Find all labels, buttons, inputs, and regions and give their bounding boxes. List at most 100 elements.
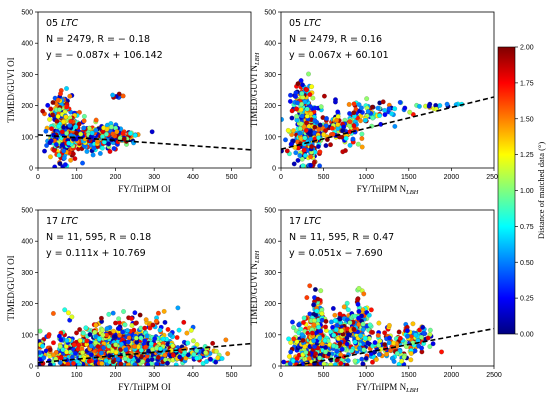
data-point — [61, 155, 67, 161]
data-point — [51, 147, 57, 153]
data-point — [328, 362, 334, 366]
data-point — [84, 338, 90, 344]
data-point — [57, 360, 63, 366]
data-point — [330, 324, 336, 330]
data-point — [194, 342, 200, 348]
data-point — [302, 153, 308, 158]
data-point — [65, 361, 71, 366]
data-point — [387, 335, 393, 341]
data-point — [285, 127, 291, 133]
regression-line — [38, 342, 251, 364]
data-point — [137, 312, 143, 318]
colorbar-tick-label: 1.25 — [520, 152, 534, 159]
stats-annotation: N = 11, 595, R = 0.18 — [46, 232, 151, 243]
data-point — [110, 359, 116, 365]
data-point — [176, 327, 182, 333]
data-point — [309, 84, 315, 90]
y-tick-label: 100 — [264, 332, 276, 339]
data-point — [116, 316, 122, 322]
data-point — [343, 135, 349, 141]
data-point — [360, 321, 366, 327]
data-point — [373, 357, 379, 362]
data-point — [96, 336, 102, 342]
data-point — [74, 130, 80, 136]
data-point — [316, 127, 322, 133]
data-point — [70, 151, 76, 157]
data-point — [349, 348, 355, 354]
ltc-annotation: 17 LTC — [46, 216, 79, 227]
data-point — [61, 148, 67, 154]
data-point — [114, 129, 120, 135]
data-point — [177, 354, 183, 360]
data-point — [41, 355, 47, 361]
data-point — [355, 301, 361, 307]
data-point — [318, 288, 324, 294]
data-point — [119, 341, 124, 347]
data-point — [287, 98, 293, 104]
data-point — [67, 93, 73, 99]
y-tick-label: 100 — [264, 134, 276, 141]
data-point — [203, 350, 209, 356]
data-point — [361, 291, 367, 297]
data-point — [291, 325, 296, 330]
data-point — [396, 329, 402, 335]
data-point — [194, 355, 200, 361]
data-point — [112, 334, 118, 340]
chart-panel-bottom-left: 0 100 200 300 400 500 0 100 200 300 400 500 FY/TriIP… — [6, 208, 252, 392]
data-point — [132, 132, 138, 138]
x-tick-label: 100 — [71, 174, 83, 181]
data-point — [149, 357, 155, 362]
data-point — [302, 344, 308, 350]
data-point — [173, 362, 179, 366]
scatter-points — [38, 305, 231, 366]
data-point — [107, 149, 113, 154]
data-point — [306, 355, 312, 361]
data-point — [388, 348, 394, 353]
data-point — [98, 350, 104, 356]
data-point — [335, 122, 341, 128]
data-point — [113, 349, 119, 355]
data-point — [312, 287, 318, 292]
data-point — [313, 351, 319, 357]
data-point — [347, 123, 353, 129]
data-point — [359, 131, 365, 137]
data-point — [312, 105, 318, 111]
data-point — [133, 335, 139, 341]
x-axis-label: FY/TriIPM OI — [118, 184, 170, 194]
data-point — [72, 156, 78, 162]
stats-annotation: N = 2479, R = − 0.18 — [46, 34, 150, 45]
data-point — [321, 132, 327, 138]
data-point — [88, 343, 94, 349]
ltc-annotation: 17 LTC — [289, 216, 322, 227]
data-point — [60, 347, 66, 353]
data-point — [359, 136, 365, 141]
data-point — [312, 344, 318, 349]
data-point — [121, 136, 127, 142]
data-point — [309, 330, 315, 336]
data-point — [143, 344, 149, 350]
data-point — [145, 362, 151, 366]
data-point — [147, 325, 153, 331]
data-point — [106, 141, 112, 147]
data-point — [389, 111, 395, 117]
data-point — [51, 352, 56, 358]
data-point — [59, 129, 65, 135]
data-point — [339, 346, 345, 352]
x-tick-label: 400 — [187, 174, 199, 181]
data-point — [57, 161, 63, 167]
y-tick-label: 300 — [21, 270, 33, 277]
data-point — [77, 338, 83, 344]
data-point — [167, 332, 173, 338]
y-tick-label: 200 — [264, 301, 276, 308]
data-point — [292, 144, 298, 150]
data-point — [344, 341, 350, 347]
data-point — [162, 319, 168, 325]
data-point — [71, 360, 76, 366]
data-point — [160, 336, 166, 342]
data-point — [118, 361, 124, 366]
data-point — [113, 320, 118, 326]
x-tick-label: 0 — [36, 174, 40, 181]
data-point — [310, 95, 316, 101]
colorbar-gradient — [497, 46, 516, 335]
data-point — [89, 130, 95, 136]
